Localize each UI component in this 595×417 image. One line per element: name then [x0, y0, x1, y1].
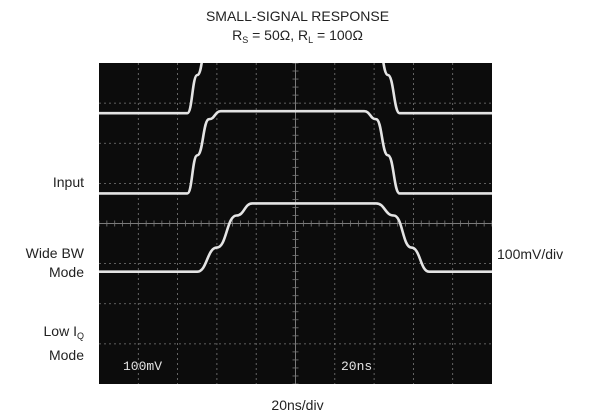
graticule	[99, 63, 492, 384]
rl-subscript: L	[308, 35, 314, 45]
label-low-iq-subscript: Q	[76, 331, 84, 341]
trace-low-iq	[99, 202, 492, 274]
traces	[99, 63, 492, 274]
rl-value: = 100Ω	[313, 27, 363, 43]
oscilloscope-screen: 100mV 20ns	[99, 63, 492, 384]
label-low-iq: Low IQ Mode	[0, 322, 84, 365]
label-low-iq-line2: Mode	[48, 347, 84, 363]
trace-wide-bw	[99, 109, 492, 195]
label-wide-bw-line2: Mode	[48, 264, 84, 280]
x-axis-label: 20ns/div	[271, 397, 324, 413]
rs-subscript: S	[242, 35, 249, 45]
rs-value: = 50Ω,	[248, 27, 298, 43]
rl-symbol: R	[298, 27, 309, 43]
label-wide-bw: Wide BW Mode	[0, 244, 84, 282]
trace-input	[99, 63, 492, 115]
label-low-iq-symbol: Low I	[43, 323, 77, 339]
y-scale-label: 100mV/div	[497, 246, 564, 262]
readout-time: 20ns	[341, 359, 372, 374]
chart-subtitle: RS = 50Ω, RL = 100Ω	[0, 27, 595, 45]
chart-title: SMALL-SIGNAL RESPONSE	[205, 8, 390, 24]
rs-symbol: R	[232, 27, 243, 43]
label-input: Input	[52, 174, 84, 190]
label-wide-bw-line1: Wide BW	[25, 245, 84, 261]
readout-volts: 100mV	[123, 359, 162, 374]
